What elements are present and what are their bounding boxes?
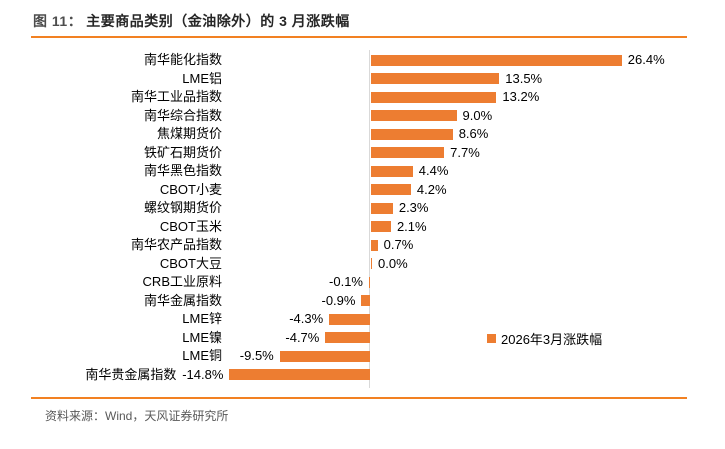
value-label: 13.2% bbox=[502, 89, 540, 104]
footer-divider-line bbox=[31, 397, 687, 399]
bar bbox=[371, 202, 393, 214]
category-label: 南华黑色指数 bbox=[143, 163, 222, 178]
value-label: -0.9% bbox=[321, 292, 356, 308]
category-label: CRB工业原料 bbox=[142, 274, 222, 289]
bar-row: 13.5% LME铝 bbox=[0, 70, 725, 89]
category-label: 焦煤期货价 bbox=[156, 126, 222, 141]
category-label: 南华综合指数 bbox=[143, 107, 222, 123]
value-label: 8.6% bbox=[458, 126, 489, 141]
bar-row: 9.0% 南华综合指数 bbox=[0, 107, 725, 126]
bar bbox=[325, 332, 370, 344]
category-label: CBOT小麦 bbox=[159, 181, 222, 197]
category-label: 南华贵金属指数 bbox=[85, 366, 177, 382]
value-label: 2.3% bbox=[398, 200, 429, 215]
legend-square-marker bbox=[487, 334, 496, 343]
chart-legend: 2026年3月涨跌幅 bbox=[487, 329, 602, 348]
title-divider-line bbox=[31, 36, 687, 38]
category-label: 铁矿石期货价 bbox=[143, 144, 222, 160]
value-label: 4.2% bbox=[416, 181, 447, 197]
bar bbox=[371, 91, 497, 103]
category-label: 南华农产品指数 bbox=[130, 237, 222, 252]
value-label: 0.0% bbox=[378, 255, 408, 271]
category-label: 南华工业品指数 bbox=[130, 89, 222, 104]
figure-number: 图 11： bbox=[33, 13, 83, 29]
value-label: 9.0% bbox=[462, 107, 493, 123]
value-label: -4.7% bbox=[285, 329, 320, 345]
bar bbox=[361, 295, 370, 307]
bar bbox=[229, 369, 370, 381]
figure-title-text: 主要商品类别（金油除外）的 3 月涨跌幅 bbox=[86, 13, 350, 29]
value-label: -4.3% bbox=[289, 311, 324, 326]
category-label: LME镍 bbox=[182, 329, 222, 345]
bar-row: -4.3% LME锌 bbox=[0, 310, 725, 329]
bar-row: 4.2% CBOT小麦 bbox=[0, 181, 725, 200]
category-label: 南华能化指数 bbox=[143, 52, 222, 67]
value-label: 0.7% bbox=[383, 237, 414, 252]
bar bbox=[371, 184, 411, 196]
legend-label: 2026年3月涨跌幅 bbox=[501, 332, 603, 347]
bar bbox=[371, 221, 391, 233]
bar-row: 2.1% CBOT玉米 bbox=[0, 218, 725, 237]
bar bbox=[371, 165, 413, 177]
bar-row: -9.5% LME铜 bbox=[0, 347, 725, 366]
bar bbox=[371, 73, 500, 85]
value-label: 26.4% bbox=[627, 52, 665, 67]
bar bbox=[371, 258, 372, 270]
category-label: LME铜 bbox=[182, 348, 222, 363]
bar bbox=[371, 110, 457, 122]
bar bbox=[329, 313, 370, 325]
bar-row: 13.2% 南华工业品指数 bbox=[0, 88, 725, 107]
bar-row: 7.7% 铁矿石期货价 bbox=[0, 144, 725, 163]
bar-row: -4.7% LME镍 bbox=[0, 329, 725, 348]
bar bbox=[371, 239, 378, 251]
bar-row: 2.3% 螺纹钢期货价 bbox=[0, 199, 725, 218]
bar bbox=[279, 350, 370, 362]
category-label: 南华金属指数 bbox=[143, 292, 222, 308]
value-label: -9.5% bbox=[239, 348, 274, 363]
zero-axis-line bbox=[369, 50, 370, 388]
bar-row: 8.6% 焦煤期货价 bbox=[0, 125, 725, 144]
bar bbox=[371, 147, 445, 159]
bar-row: 0.7% 南华农产品指数 bbox=[0, 236, 725, 255]
figure-title: 图 11： 主要商品类别（金油除外）的 3 月涨跌幅 bbox=[33, 11, 350, 31]
bar-chart: 2026年3月涨跌幅 26.4% 南华能化指数 13.5% LME铝 13.2% 南华工业… bbox=[0, 48, 725, 388]
bar-row: -14.8% 南华贵金属指数 bbox=[0, 366, 725, 385]
category-label: LME铝 bbox=[182, 70, 222, 86]
category-label: CBOT玉米 bbox=[159, 218, 222, 234]
category-label: LME锌 bbox=[182, 311, 222, 326]
bar-row: -0.9% 南华金属指数 bbox=[0, 292, 725, 311]
bar bbox=[371, 54, 622, 66]
value-label: 13.5% bbox=[505, 70, 543, 86]
value-label: -0.1% bbox=[329, 274, 363, 289]
value-label: 7.7% bbox=[450, 144, 480, 160]
bar-row: 0.0% CBOT大豆 bbox=[0, 255, 725, 274]
bar bbox=[371, 128, 453, 140]
bar-row: 4.4% 南华黑色指数 bbox=[0, 162, 725, 181]
category-label: 螺纹钢期货价 bbox=[143, 200, 222, 215]
value-label: -14.8% bbox=[182, 366, 224, 382]
bar-row: 26.4% 南华能化指数 bbox=[0, 51, 725, 70]
category-label: CBOT大豆 bbox=[159, 255, 222, 271]
source-note: 资料来源：Wind，天风证券研究所 bbox=[45, 409, 229, 423]
bar-row: -0.1% CRB工业原料 bbox=[0, 273, 725, 292]
value-label: 2.1% bbox=[396, 218, 427, 234]
bar bbox=[369, 276, 370, 288]
value-label: 4.4% bbox=[418, 163, 449, 178]
